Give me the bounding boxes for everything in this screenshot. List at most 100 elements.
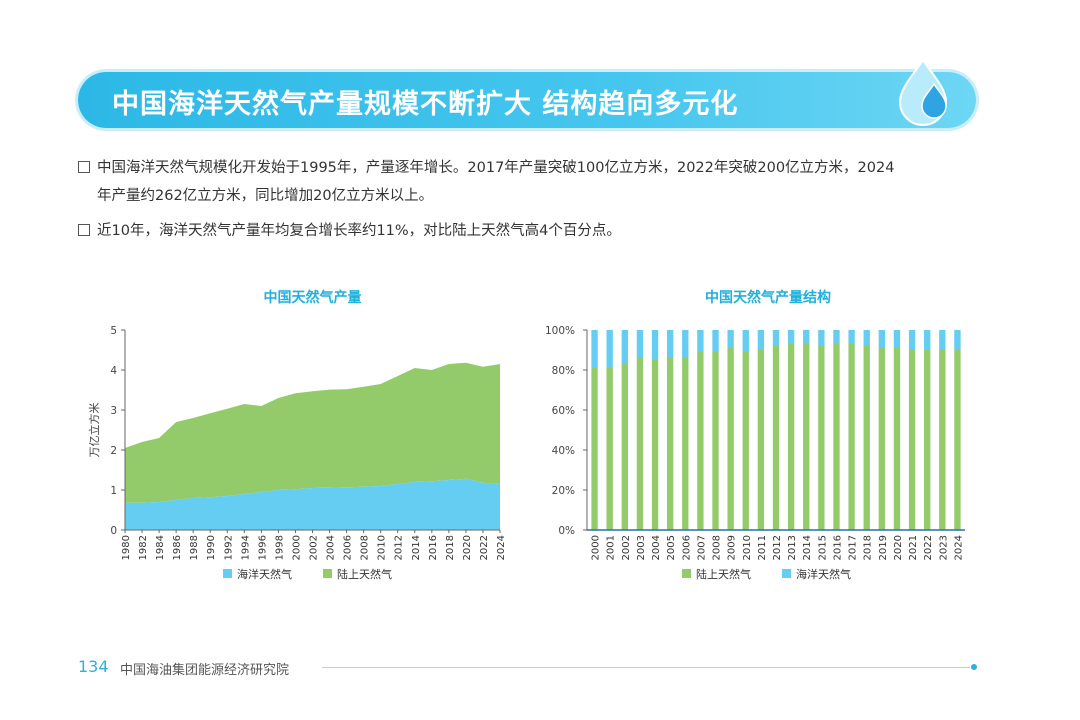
chart2-bar-onshore	[591, 368, 598, 530]
chart2-bar-offshore	[712, 330, 719, 352]
chart2-xtick-label: 2022	[923, 535, 934, 560]
chart2-bar-offshore	[803, 330, 810, 344]
chart2-bar-offshore	[697, 330, 704, 352]
bullet-1-text: 中国海洋天然气规模化开发始于1995年，产量逐年增长。2017年产量突破100亿…	[97, 160, 895, 176]
chart2-bar-offshore	[666, 330, 674, 358]
chart1-xtick-label: 1998	[274, 535, 285, 560]
chart2-xtick-label: 2002	[621, 535, 632, 560]
footer-dot	[971, 664, 977, 670]
chart1-xtick-label: 2000	[291, 535, 302, 560]
chart2-xtick-label: 2006	[681, 535, 692, 560]
chart2-bar-onshore	[833, 344, 840, 530]
bullet-2-text: 近10年，海洋天然气产量年均复合增长率约11%，对比陆上天然气高4个百分点。	[97, 223, 621, 239]
chart2-ytick-label: 60%	[552, 405, 575, 417]
chart2-xtick-label: 2023	[938, 535, 949, 560]
chart1-xtick-label: 2002	[309, 535, 320, 560]
chart1-xtick-label: 2024	[496, 535, 507, 560]
chart2-ytick-label: 100%	[545, 325, 575, 337]
chart2-bar-offshore	[848, 330, 855, 344]
chart2-xtick-label: 2018	[863, 535, 874, 560]
chart2-legend-onshore: 陆上天然气	[696, 567, 751, 581]
chart1-title: 中国天然气产量	[264, 289, 362, 306]
chart2-xtick-label: 2024	[953, 535, 964, 560]
chart1-legend-swatch-onshore	[323, 569, 332, 578]
chart2-ytick-label: 20%	[552, 485, 575, 497]
chart1-xtick-label: 1984	[155, 535, 166, 560]
chart2-bar-onshore	[818, 346, 825, 530]
chart1-xtick-label: 1988	[189, 535, 200, 560]
footer-divider	[322, 667, 970, 668]
chart1-xtick-label: 1980	[121, 535, 132, 560]
chart1-legend-swatch-offshore	[223, 569, 232, 578]
chart2-xtick-label: 2007	[696, 535, 707, 560]
chart2-xtick-label: 2001	[606, 535, 617, 560]
chart2-bar-onshore	[682, 358, 689, 530]
chart2-xtick-label: 2015	[817, 535, 828, 560]
chart2-xtick-label: 2011	[757, 535, 768, 560]
chart2-bar-onshore	[621, 364, 628, 530]
chart2-xtick-label: 2008	[712, 535, 723, 560]
chart1-xtick-label: 2012	[394, 535, 405, 560]
structure-bar-chart: 中国天然气产量结构 0% 20% 40% 60% 80% 100% 2000 2001 2002 2…	[545, 289, 965, 581]
chart2-bar-offshore	[833, 330, 840, 344]
chart1-xtick-label: 1986	[172, 535, 183, 560]
chart2-ytick-label: 40%	[552, 445, 575, 457]
chart2-bar-onshore	[878, 348, 886, 530]
chart2-xtick-label: 2009	[727, 535, 738, 560]
chart2-xtick-label: 2012	[772, 535, 783, 560]
chart2-xtick-label: 2010	[742, 535, 753, 560]
chart2-bar-offshore	[818, 330, 825, 346]
chart2-legend-swatch-offshore	[782, 569, 791, 578]
chart1-ytick-label: 0	[110, 525, 117, 537]
chart1-xtick-label: 2010	[377, 535, 388, 560]
chart2-legend-swatch-onshore	[682, 569, 691, 578]
checkbox-bullet-icon	[78, 161, 90, 173]
chart2-bar-onshore	[757, 350, 765, 530]
chart2-xtick-label: 2004	[651, 535, 662, 560]
chart2-bar-offshore	[651, 330, 659, 360]
chart1-xtick-label: 2020	[462, 535, 473, 560]
chart1-xtick-label: 2008	[360, 535, 371, 560]
chart1-ytick-label: 4	[110, 365, 117, 377]
chart2-bar-offshore	[606, 330, 613, 368]
chart2-bar-onshore	[651, 360, 659, 530]
chart2-bar-offshore	[878, 330, 886, 348]
chart1-xtick-label: 2004	[326, 535, 337, 560]
page-title: 中国海洋天然气产量规模不断扩大 结构趋向多元化	[112, 89, 739, 120]
chart2-ytick-label: 0%	[558, 525, 575, 537]
chart2-bar-onshore	[848, 344, 855, 530]
chart2-bar-offshore	[772, 330, 780, 346]
chart2-bar-onshore	[636, 358, 644, 530]
chart2-bar-offshore	[863, 330, 870, 346]
chart2-bar-offshore	[591, 330, 598, 368]
chart1-area-offshore	[125, 478, 500, 530]
chart2-bar-offshore	[636, 330, 644, 358]
chart1-xtick-label: 1990	[206, 535, 217, 560]
chart1-xtick-label: 2014	[411, 535, 422, 560]
chart2-bar-onshore	[742, 352, 749, 530]
chart1-ytick-label: 3	[110, 405, 117, 417]
chart1-xtick-label: 2006	[343, 535, 354, 560]
chart1-xtick-label: 2022	[479, 535, 490, 560]
chart1-legend-offshore: 海洋天然气	[237, 567, 292, 581]
bullet-1-text-cont: 年产量约262亿立方米，同比增加20亿立方米以上。	[97, 188, 434, 204]
chart2-bar-offshore	[727, 330, 734, 348]
chart2-bar-onshore	[803, 344, 810, 530]
chart2-bar-offshore	[621, 330, 628, 364]
production-area-chart: 中国天然气产量 0 1 2 3 4 5 万亿立方米 1980 1982 1984 1986 1988 19…	[87, 289, 507, 581]
chart2-bar-onshore	[666, 358, 674, 530]
chart2-bar-onshore	[908, 350, 916, 530]
chart2-bar-onshore	[727, 348, 734, 530]
chart2-xtick-label: 2000	[591, 535, 602, 560]
chart2-bar-offshore	[954, 330, 961, 350]
chart2-bar-onshore	[606, 368, 613, 530]
chart2-xtick-label: 2014	[802, 535, 813, 560]
chart1-xtick-label: 1992	[223, 535, 234, 560]
chart2-bar-offshore	[908, 330, 916, 350]
chart1-xtick-label: 1982	[138, 535, 149, 560]
chart2-ytick-label: 80%	[552, 365, 575, 377]
chart2-xtick-label: 2019	[878, 535, 889, 560]
chart2-xtick-label: 2005	[666, 535, 677, 560]
chart1-ylabel: 万亿立方米	[87, 403, 101, 458]
chart2-xtick-label: 2017	[848, 535, 859, 560]
